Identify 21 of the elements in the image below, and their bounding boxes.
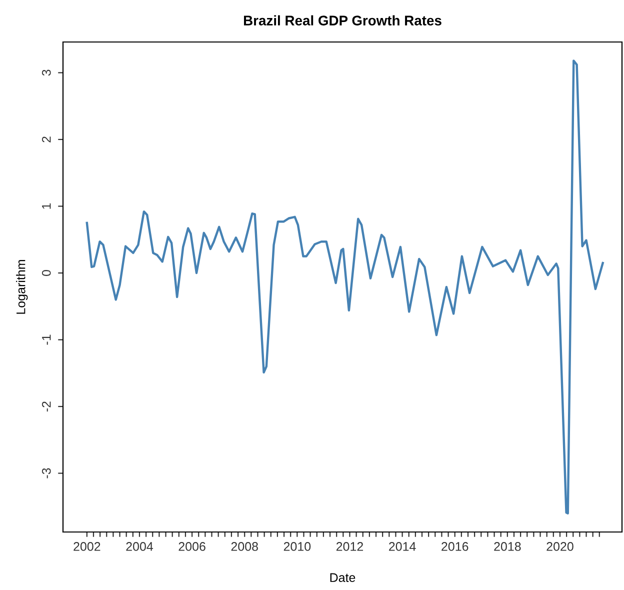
x-tick-label: 2014 bbox=[389, 542, 416, 551]
x-tick-label: 2002 bbox=[74, 542, 100, 551]
x-tick-label: 2012 bbox=[336, 542, 364, 551]
y-tick-label: 1 bbox=[42, 203, 51, 209]
y-tick-label: 2 bbox=[42, 136, 51, 142]
line-series bbox=[86, 60, 604, 514]
x-tick-label: 2004 bbox=[126, 542, 154, 551]
x-axis-title: Date bbox=[330, 573, 356, 582]
y-axis-title: Logarithm bbox=[16, 260, 28, 314]
x-tick-label: 2018 bbox=[494, 542, 521, 551]
x-tick-label: 2008 bbox=[231, 542, 258, 551]
y-tick-label: 0 bbox=[42, 270, 51, 276]
x-tick-label: 2010 bbox=[284, 542, 311, 551]
y-tick-label: -2 bbox=[42, 402, 51, 412]
y-tick-label: -3 bbox=[42, 468, 51, 478]
x-tick-label: 2006 bbox=[178, 542, 206, 551]
y-tick-label: 3 bbox=[42, 70, 51, 76]
y-tick-label: -1 bbox=[42, 334, 51, 345]
x-tick-label: 2016 bbox=[442, 542, 468, 551]
x-tick-label: 2020 bbox=[546, 542, 574, 551]
chart-title: Brazil Real GDP Growth Rates bbox=[244, 15, 442, 26]
